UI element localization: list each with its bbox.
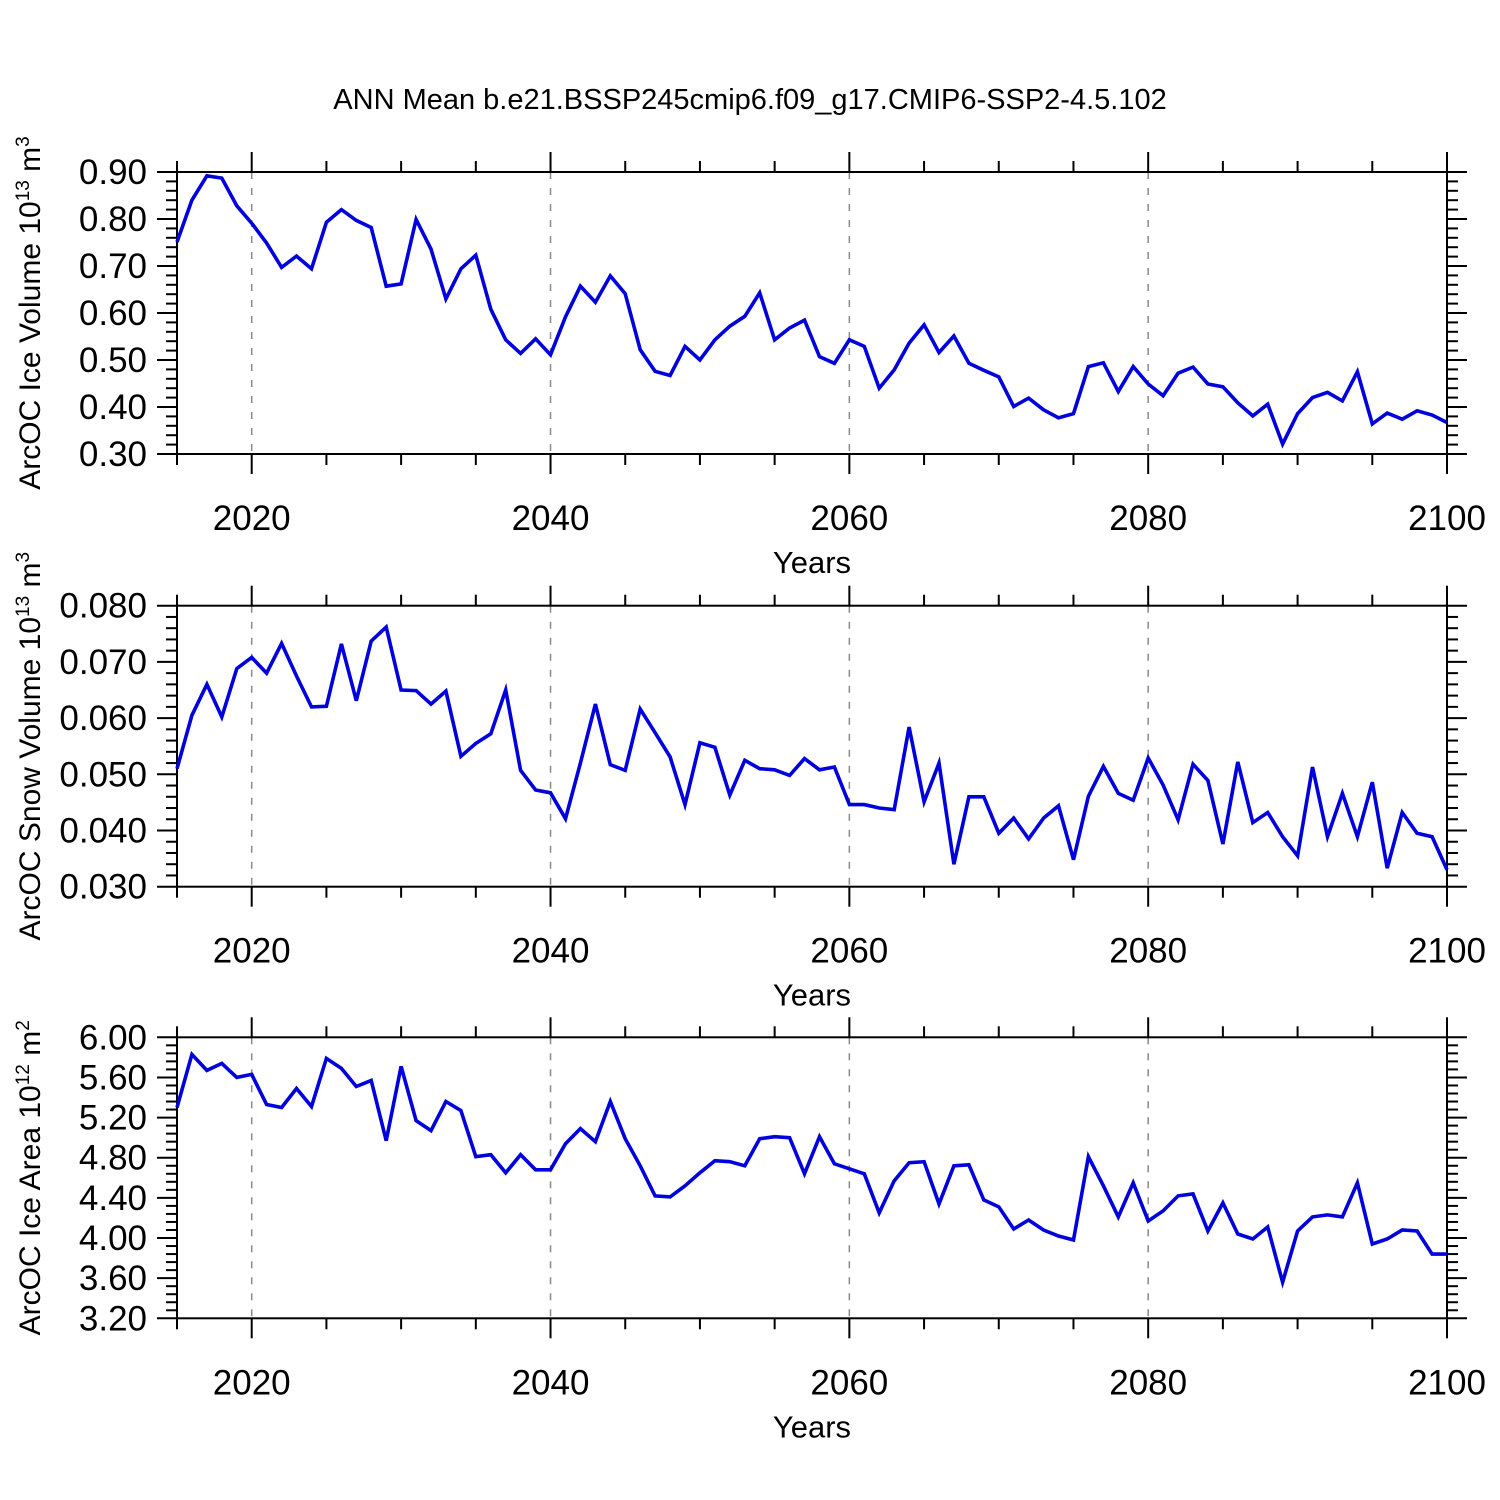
x-tick-label: 2020	[213, 499, 291, 538]
axes	[157, 585, 1467, 907]
x-tick-label: 2080	[1109, 932, 1187, 971]
panel-snow-volume: 0.030 0.040 0.050 0.060 0.070 0.080 2020 2040 20…	[13, 552, 1486, 1013]
x-tick-label: 2080	[1109, 499, 1187, 538]
xlabel-years: Years	[773, 1409, 851, 1444]
y-tick-label: 4.80	[79, 1139, 147, 1178]
x-tick-label: 2040	[512, 1363, 590, 1402]
x-tick-label: 2020	[213, 1363, 291, 1402]
x-tick-label: 2040	[512, 932, 590, 971]
xlabel-years: Years	[773, 978, 851, 1013]
x-tick-label: 2100	[1408, 499, 1486, 538]
y-tick-label: 0.70	[79, 247, 147, 286]
y-tick-label: 0.30	[79, 435, 147, 474]
snow-volume-line	[175, 623, 1449, 871]
x-tick-label: 2060	[810, 932, 888, 971]
x-tick-label: 2080	[1109, 1363, 1187, 1402]
y-tick-label: 0.40	[79, 388, 147, 427]
ice-volume-line	[175, 173, 1448, 449]
y-tick-label: 0.080	[59, 587, 147, 626]
y-tick-label: 0.040	[59, 812, 147, 851]
y-tick-label: 0.070	[59, 643, 147, 682]
y-tick-label: 0.060	[59, 699, 147, 738]
y-tick-label: 0.90	[79, 153, 147, 192]
panel-ice-area: 3.203.604.004.404.805.205.606.00 2020 2040…	[13, 1017, 1486, 1444]
y-tick-label: 0.050	[59, 755, 147, 794]
y-tick-label: 6.00	[79, 1018, 147, 1057]
chart-title: ANN Mean b.e21.BSSP245cmip6.f09_g17.CMIP…	[333, 84, 1167, 116]
y-tick-label: 5.60	[79, 1058, 147, 1097]
axes	[157, 152, 1467, 474]
y-tick-label: 5.20	[79, 1099, 147, 1138]
panel-ice-volume: 0.30 0.40 0.50 0.60 0.70 0.80 0.90 2020 2040 2060…	[13, 136, 1486, 580]
y-tick-label: 0.50	[79, 341, 147, 380]
y-tick-label: 0.80	[79, 200, 147, 239]
snow-volume-ylabel: ArcOC Snow Volume 1013 m3	[13, 552, 47, 941]
gridlines	[250, 172, 1149, 454]
xlabel-years: Years	[773, 545, 851, 580]
x-tick-label: 2060	[810, 1363, 888, 1402]
ice-volume-ylabel: ArcOC Ice Volume 1013 m3	[13, 136, 47, 490]
y-tick-label: 3.60	[79, 1259, 147, 1298]
y-tick-label: 0.60	[79, 294, 147, 333]
y-tick-label: 3.20	[79, 1299, 147, 1338]
x-tick-label: 2100	[1408, 932, 1486, 971]
axes	[157, 1017, 1467, 1339]
y-tick-label: 4.40	[79, 1179, 147, 1218]
ice-area-line	[175, 1050, 1447, 1289]
gridlines	[250, 1037, 1149, 1319]
x-tick-label: 2020	[213, 932, 291, 971]
y-tick-label: 0.030	[59, 868, 147, 907]
x-tick-label: 2040	[512, 499, 590, 538]
ice-area-ylabel: ArcOC Ice Area 1012 m2	[13, 1020, 47, 1335]
y-tick-label: 4.00	[79, 1219, 147, 1258]
x-tick-label: 2100	[1408, 1363, 1486, 1402]
x-tick-label: 2060	[810, 499, 888, 538]
